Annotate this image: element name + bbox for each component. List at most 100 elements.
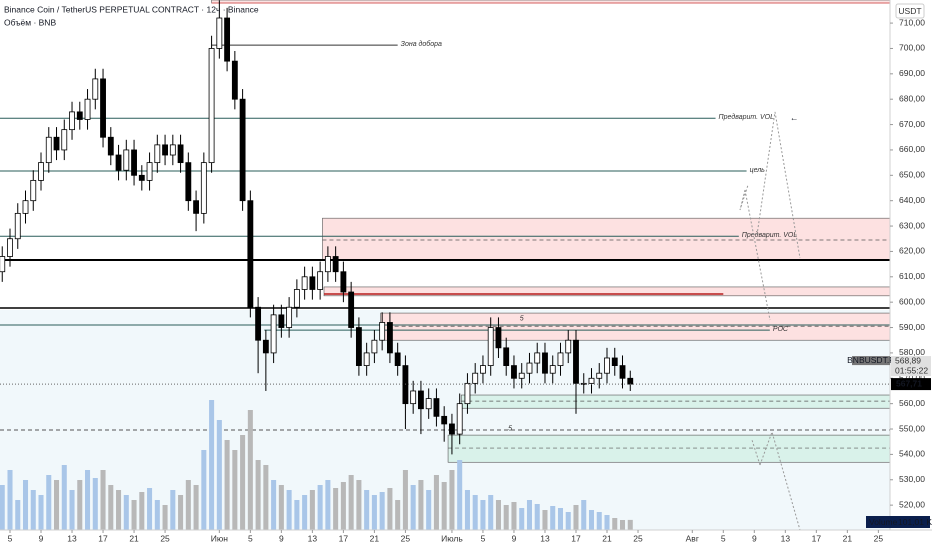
symbol-tag: BNBUSDT.P bbox=[847, 355, 895, 365]
candle-body bbox=[441, 415, 448, 425]
volume-bar bbox=[30, 490, 36, 530]
candle-body bbox=[107, 136, 114, 156]
candle-body bbox=[518, 372, 525, 379]
volume-bar bbox=[178, 495, 184, 530]
candle-body bbox=[549, 365, 556, 374]
candle-body bbox=[410, 390, 417, 405]
candle-body bbox=[627, 377, 634, 385]
volume-bar bbox=[263, 465, 269, 530]
candle-body bbox=[332, 256, 339, 273]
volume-bar bbox=[395, 500, 401, 530]
x-tick-label: 9 bbox=[39, 533, 44, 543]
candle-body bbox=[449, 423, 455, 435]
candle-body bbox=[131, 149, 137, 176]
candle-body bbox=[38, 162, 44, 181]
candle-body bbox=[526, 362, 533, 374]
candle-body bbox=[231, 60, 238, 100]
volume-bar bbox=[92, 478, 98, 530]
candle-body bbox=[573, 339, 579, 384]
tag-box bbox=[852, 356, 890, 366]
volume-bar bbox=[364, 490, 370, 530]
candle-body bbox=[22, 200, 29, 214]
candle-body bbox=[456, 403, 463, 435]
volume-label: 101,01 K bbox=[898, 517, 932, 527]
volume-bar bbox=[534, 504, 540, 530]
candle-body bbox=[278, 314, 285, 328]
x-tick-label: 13 bbox=[781, 533, 791, 543]
candle-body bbox=[386, 322, 393, 354]
candle-body bbox=[76, 111, 83, 120]
volume-bar bbox=[247, 410, 253, 530]
volume-bar bbox=[240, 435, 246, 530]
candle-body bbox=[61, 129, 68, 151]
volume-bar bbox=[201, 450, 207, 530]
volume-bar bbox=[426, 490, 432, 530]
candle-body bbox=[480, 365, 486, 374]
y-tick-label: 670,00 bbox=[899, 119, 925, 129]
volume-bar bbox=[333, 488, 339, 530]
y-tick-label: 620,00 bbox=[899, 246, 925, 256]
candle-body bbox=[14, 212, 21, 240]
volume-bar bbox=[216, 420, 222, 530]
volume-bar bbox=[0, 485, 5, 530]
level-label: Предварит. VOL bbox=[742, 231, 798, 239]
volume-bar bbox=[581, 500, 587, 530]
volume-bar bbox=[15, 500, 21, 530]
candle-body bbox=[301, 276, 308, 290]
volume-bar bbox=[108, 485, 114, 530]
y-tick-label: 700,00 bbox=[899, 43, 925, 53]
countdown: 01:55:22 bbox=[895, 365, 928, 375]
forecast-paths bbox=[739, 111, 801, 531]
candle-body bbox=[503, 347, 510, 366]
x-tick-label: 17 bbox=[812, 533, 822, 543]
x-tick-label: 25 bbox=[633, 533, 643, 543]
last-price-label: 567,71 bbox=[896, 378, 922, 388]
y-tick-label: 560,00 bbox=[899, 398, 925, 408]
x-tick-label: 17 bbox=[339, 533, 349, 543]
candle-body bbox=[611, 357, 618, 366]
volume-bar bbox=[69, 490, 75, 530]
candle-body bbox=[92, 78, 99, 100]
candle-body bbox=[0, 256, 6, 273]
volume-bar bbox=[7, 470, 13, 530]
x-tick-label: Авг bbox=[686, 533, 699, 543]
candle-body bbox=[255, 306, 262, 341]
volume-bar bbox=[309, 490, 315, 530]
candle-body bbox=[557, 352, 564, 366]
candle-body bbox=[340, 271, 347, 293]
volume-name: Volume bbox=[869, 517, 898, 527]
candle-body bbox=[84, 98, 91, 120]
candle-body bbox=[286, 306, 293, 328]
volume-bar bbox=[38, 495, 44, 530]
volume-bar bbox=[410, 485, 416, 530]
zone bbox=[380, 312, 891, 341]
candle-body bbox=[604, 357, 610, 374]
candle-body bbox=[293, 289, 300, 308]
candle-body bbox=[177, 144, 184, 164]
y-tick-label: 520,00 bbox=[899, 499, 925, 509]
y-tick-label: 660,00 bbox=[899, 144, 925, 154]
volume-bar bbox=[185, 480, 191, 530]
volume-bar bbox=[85, 470, 91, 530]
candle-body bbox=[270, 314, 277, 354]
y-tick-label: 570,00 bbox=[899, 373, 925, 383]
x-tick-label: 5 bbox=[481, 533, 486, 543]
x-tick-label: 21 bbox=[129, 533, 139, 543]
arrow-icon: ← bbox=[790, 112, 799, 122]
y-tick-label: 540,00 bbox=[899, 449, 925, 459]
x-tick-label: 21 bbox=[602, 533, 612, 543]
x-tick-label: 21 bbox=[843, 533, 853, 543]
candle-body bbox=[53, 136, 60, 151]
candle-body bbox=[619, 365, 626, 379]
currency: USDT bbox=[898, 6, 921, 16]
volume-bar bbox=[596, 512, 602, 530]
volume-bar bbox=[488, 495, 494, 530]
x-tick-label: Июн bbox=[211, 533, 228, 543]
volume-bar bbox=[22, 480, 29, 530]
volume-bar bbox=[116, 490, 122, 530]
x-tick-label: 13 bbox=[67, 533, 77, 543]
volume-legend: Объём · BNB bbox=[4, 17, 56, 27]
volume-bar bbox=[379, 492, 385, 530]
volume-bar bbox=[604, 515, 610, 530]
volume-bar bbox=[170, 490, 176, 530]
